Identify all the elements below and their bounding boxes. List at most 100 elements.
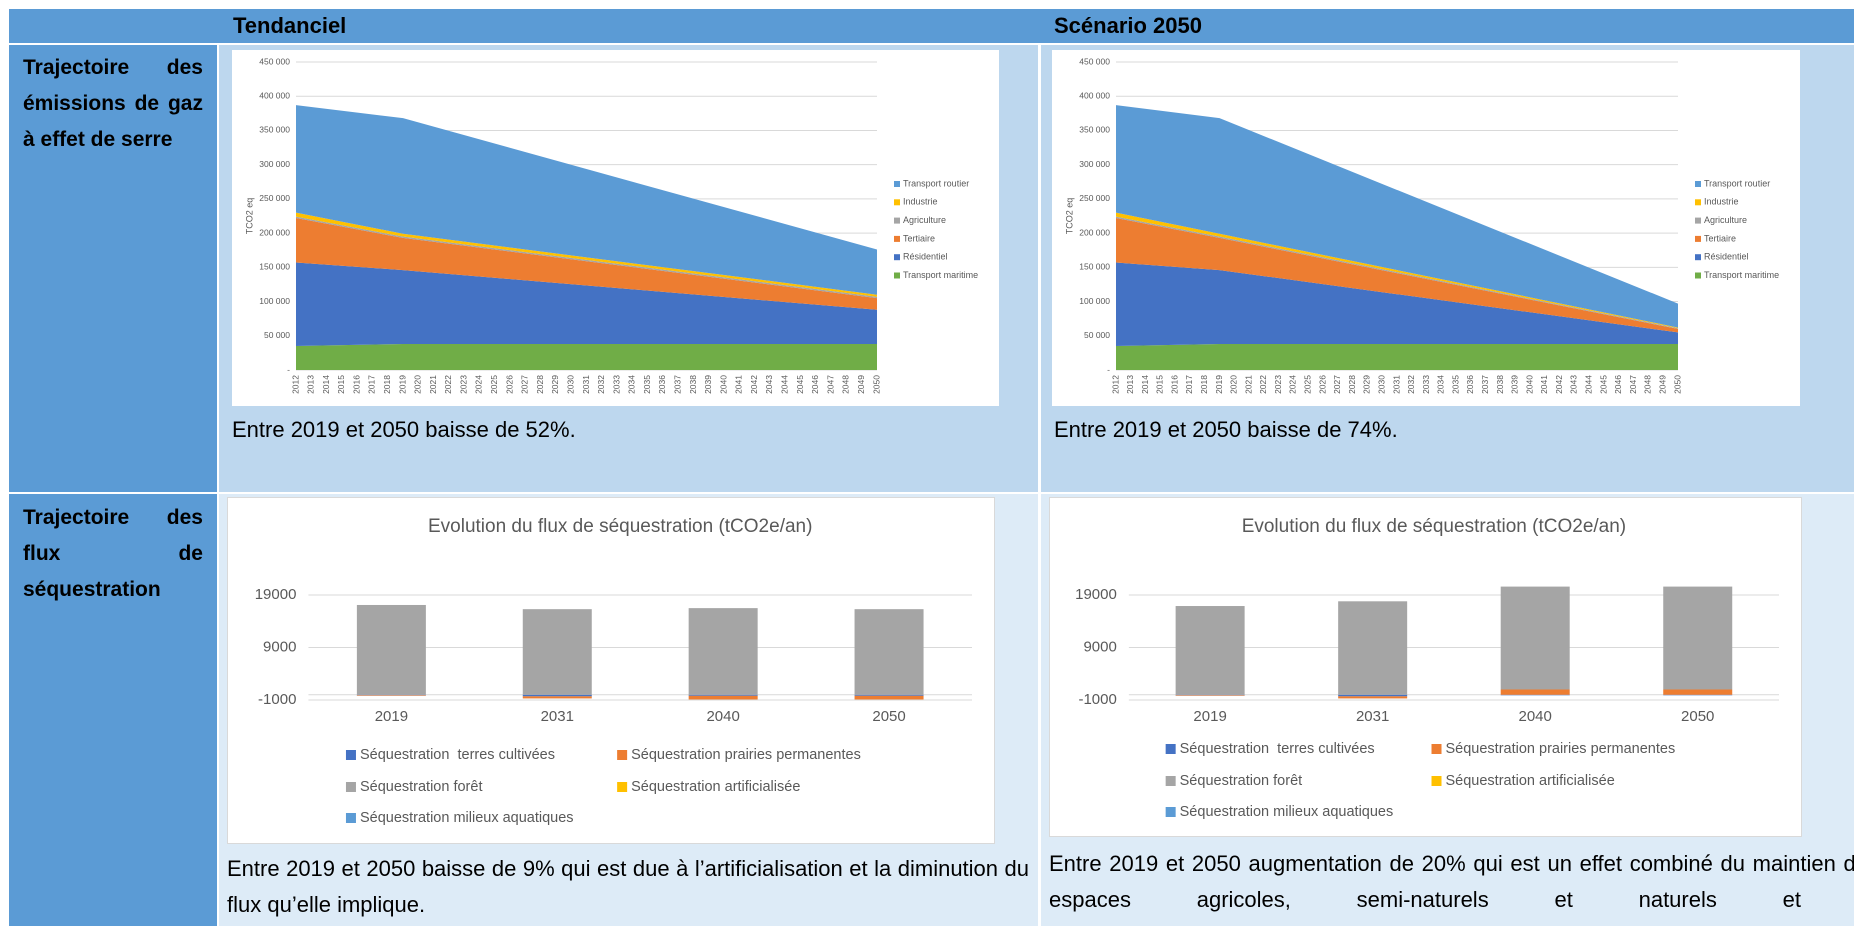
x-tick-label: 2046 (1613, 375, 1623, 394)
row-label-cell (9, 45, 217, 492)
x-tick-label: 2033 (611, 375, 621, 394)
x-tick-label: 2020 (1229, 375, 1239, 394)
x-tick-label: 2021 (1243, 375, 1253, 394)
area (296, 216, 877, 299)
legend-label: Résidentiel (903, 252, 948, 262)
y-tick-label: 100 000 (259, 296, 290, 306)
x-tick-label: 2042 (749, 375, 759, 394)
chart-title: Evolution du flux de séquestration (tCO2… (428, 516, 812, 537)
area (296, 218, 877, 310)
x-tick-label: 2018 (382, 375, 392, 394)
bar (522, 694, 592, 697)
y-tick-label: 250 000 (1079, 193, 1110, 203)
x-tick-label: 2015 (1155, 375, 1165, 394)
legend-swatch (345, 813, 356, 823)
x-tick-label: 2012 (1110, 375, 1120, 394)
x-tick-label: 2036 (1465, 375, 1475, 394)
x-tick-label: 2045 (795, 375, 805, 394)
bar (522, 609, 592, 695)
y-tick-label: 200 000 (259, 227, 290, 237)
x-tick-label: 2031 (1391, 375, 1401, 394)
bar (1663, 586, 1733, 690)
y-tick-label: 19000 (255, 586, 297, 603)
legend-swatch (1695, 272, 1701, 279)
y-tick-label: 50 000 (1084, 330, 1110, 340)
x-tick-label: 2030 (1376, 375, 1386, 394)
header-row (9, 9, 1854, 43)
x-tick-label: 2039 (703, 375, 713, 394)
bar (356, 604, 426, 695)
legend-label: Séquestration prairies permanentes (1446, 741, 1676, 757)
x-tick-label: 2033 (1421, 375, 1431, 394)
x-tick-label: 2020 (413, 375, 423, 394)
x-tick-label: 2041 (1539, 375, 1549, 394)
legend-label: Agriculture (903, 215, 946, 225)
x-tick-label: 2012 (290, 375, 300, 394)
x-tick-label: 2043 (764, 375, 774, 394)
x-tick-label: 2014 (1140, 375, 1150, 394)
y-tick-label: - (287, 364, 290, 374)
y-tick-label: 19000 (1075, 586, 1117, 603)
x-tick-label: 2038 (1495, 375, 1505, 394)
legend-label: Agriculture (1704, 215, 1747, 225)
x-tick-label: 2019 (375, 708, 408, 725)
x-tick-label: 2028 (535, 375, 545, 394)
legend-label: Résidentiel (1704, 252, 1749, 262)
x-tick-label: 2041 (734, 375, 744, 394)
legend-swatch (1431, 776, 1442, 786)
x-tick-label: 2031 (541, 708, 574, 725)
bar (1500, 586, 1570, 690)
legend-label: Séquestration artificialisée (631, 779, 800, 795)
legend-swatch (617, 782, 628, 792)
x-tick-label: 2038 (688, 375, 698, 394)
y-tick-label: 400 000 (1079, 90, 1110, 100)
x-tick-label: 2026 (1317, 375, 1327, 394)
area (1116, 216, 1678, 329)
x-tick-label: 2050 (1672, 375, 1682, 394)
x-tick-label: 2019 (397, 375, 407, 394)
y-tick-label: -1000 (258, 691, 296, 708)
legend-swatch (894, 235, 900, 242)
x-tick-label: 2031 (1356, 708, 1389, 725)
x-tick-label: 2049 (856, 375, 866, 394)
x-tick-label: 2013 (1125, 375, 1135, 394)
legend-swatch (1695, 217, 1701, 224)
x-tick-label: 2032 (1406, 375, 1416, 394)
y-tick-label: 350 000 (1079, 125, 1110, 135)
y-tick-label: 50 000 (264, 330, 290, 340)
x-tick-label: 2040 (706, 708, 739, 725)
x-tick-label: 2026 (504, 375, 514, 394)
x-tick-label: 2043 (1569, 375, 1579, 394)
x-tick-label: 2048 (1643, 375, 1653, 394)
x-tick-label: 2027 (520, 375, 530, 394)
x-tick-label: 2040 (1519, 708, 1552, 725)
x-tick-label: 2017 (367, 375, 377, 394)
bar (1338, 696, 1408, 699)
legend-label: Séquestration terres cultivées (1180, 741, 1375, 757)
legend-swatch (894, 272, 900, 279)
bar (854, 609, 924, 695)
legend-swatch (894, 199, 900, 206)
x-tick-label: 2030 (565, 375, 575, 394)
x-tick-label: 2017 (1184, 375, 1194, 394)
y-axis-label: TCO2 eq (1064, 198, 1074, 235)
bar (1175, 694, 1245, 696)
area (296, 343, 877, 370)
x-tick-label: 2044 (780, 375, 790, 394)
x-tick-label: 2021 (428, 375, 438, 394)
bar-chart: Evolution du flux de séquestration (tCO2… (227, 497, 995, 844)
x-tick-label: 2039 (1510, 375, 1520, 394)
x-tick-label: 2025 (489, 375, 499, 394)
bar (854, 694, 924, 696)
x-tick-label: 2014 (321, 375, 331, 394)
bar-chart: Evolution du flux de séquestration (tCO2… (1049, 497, 1802, 837)
y-tick-label: 9000 (1083, 638, 1116, 655)
legend-label: Industrie (903, 197, 938, 207)
x-tick-label: 2035 (1450, 375, 1460, 394)
x-tick-label: 2040 (718, 375, 728, 394)
area (296, 105, 877, 295)
caption: Entre 2019 et 2050 baisse de 52%. (232, 417, 576, 442)
legend-label: Tertiaire (903, 233, 935, 243)
bar (854, 695, 924, 700)
x-tick-label: 2050 (871, 375, 881, 394)
